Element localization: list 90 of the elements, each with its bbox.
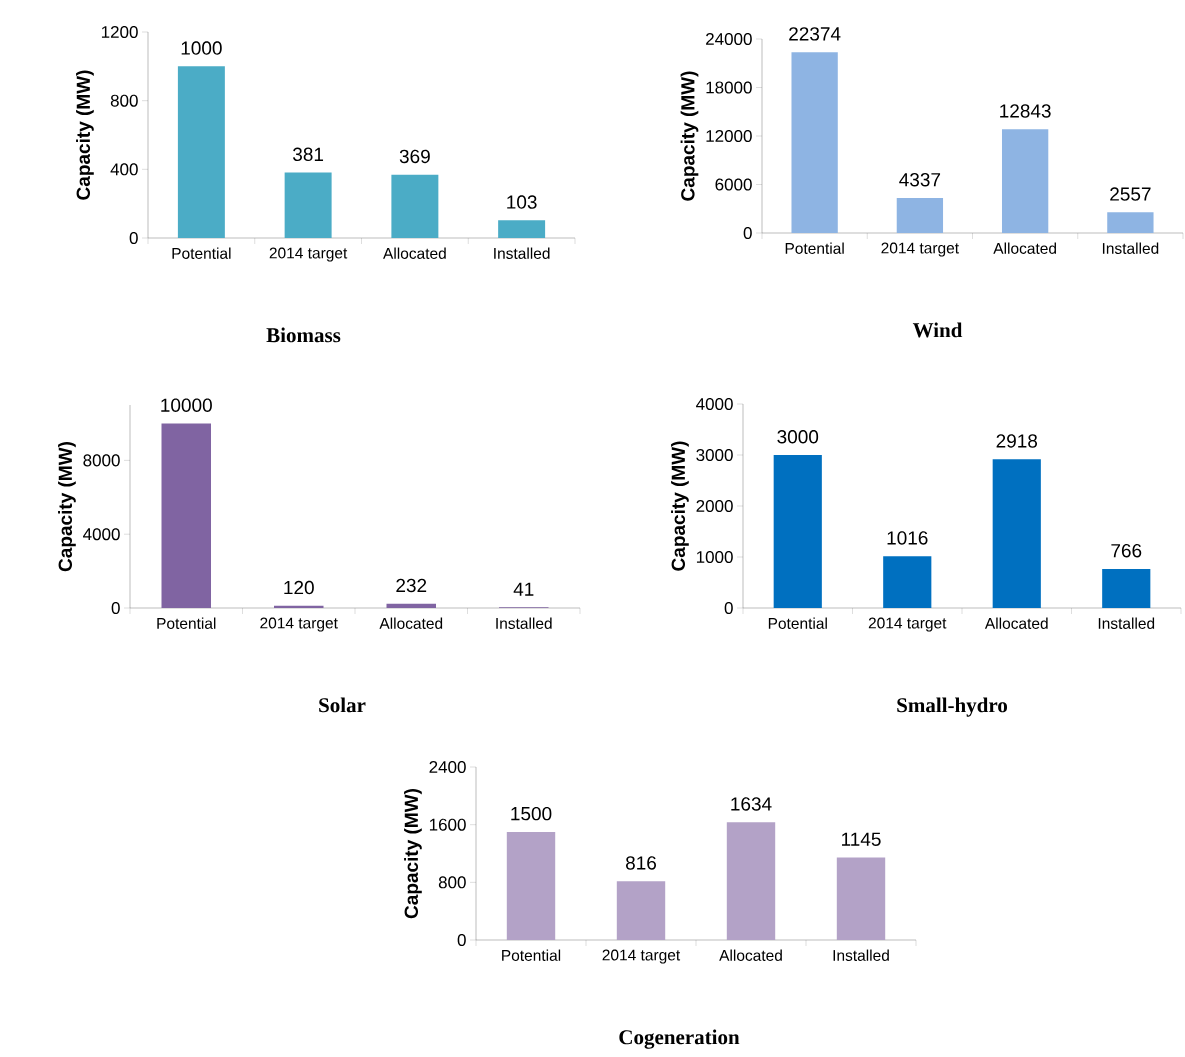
text: Biomass [266,327,341,343]
x-tick-label: Potential [157,617,216,629]
y-tick-label: 6000 [715,178,752,191]
x-tick-label: Allocated [383,247,446,259]
x-tick-label: 2014 target [602,949,681,964]
x-tick-label: Installed [1102,242,1159,254]
y-axis-title: Capacity (MW) [404,789,422,919]
bar [1107,212,1154,233]
y-tick-label: 4000 [83,528,120,541]
y-tick-label: 12000 [706,129,752,143]
bar [506,831,556,941]
data-label: 22374 [789,27,841,41]
y-tick-label: 1600 [429,818,466,831]
y-tick-label: 8000 [83,454,120,467]
data-label: 1016 [887,531,928,545]
x-tick-label: 2014 target [269,247,348,262]
bar [773,455,822,609]
bar [836,857,886,941]
x-tick-label: Allocated [993,242,1057,254]
y-tick-label: 3000 [696,448,733,462]
bar [992,459,1041,609]
x-tick-label: 2014 target [260,617,338,632]
y-tick-label: 400 [110,163,138,176]
y-tick-label: 1000 [696,550,733,564]
data-label: 2918 [996,434,1038,448]
y-tick-label: 0 [129,231,138,245]
data-label: 1500 [511,806,552,821]
y-tick-label: 2000 [696,499,733,513]
data-label: 41 [513,582,534,596]
data-label: 3000 [777,430,819,444]
x-tick-label: Potential [768,617,827,629]
bar [161,423,211,609]
x-tick-label: Allocated [984,617,1048,629]
x-tick-label: 2014 target [881,242,959,257]
data-label: 4337 [899,172,941,187]
bar [274,605,324,609]
x-tick-label: Allocated [719,949,782,961]
y-tick-label: 4000 [696,397,733,411]
y-tick-label: 800 [438,876,466,889]
x-tick-label: Installed [1098,617,1155,629]
data-label: 816 [625,856,657,870]
data-label: 766 [1111,543,1142,558]
x-tick-label: Allocated [379,617,443,629]
bar [883,556,932,609]
bar [284,172,332,238]
data-label: 1634 [731,797,772,811]
x-tick-label: Installed [833,949,889,961]
data-label: 381 [293,147,324,162]
data-label: 10000 [161,398,212,412]
x-tick-label: Potential [172,247,231,259]
y-tick-label: 24000 [706,32,752,46]
data-label: 369 [399,149,430,164]
bar [391,174,439,238]
data-label: 1145 [842,832,881,846]
y-tick-label: 0 [743,226,752,240]
bar [1001,129,1049,233]
text: Wind [912,322,963,338]
x-tick-label: Potential [502,949,561,961]
bar [791,52,838,233]
y-tick-label: 0 [724,601,733,615]
text: Cogeneration [619,1029,740,1049]
bar [386,603,437,609]
bar [498,220,546,238]
bar [177,66,225,238]
data-label: 2557 [1110,187,1151,201]
y-axis-title: Capacity (MW) [671,441,689,571]
bar [896,197,944,233]
y-axis-title: Capacity (MW) [680,71,699,201]
x-tick-label: Potential [785,242,844,254]
y-tick-label: 1200 [101,25,138,39]
y-tick-label: 0 [111,601,120,615]
x-tick-label: 2014 target [868,617,947,632]
y-axis-title: Capacity (MW) [58,442,76,572]
data-label: 120 [284,580,314,595]
y-tick-label: 0 [457,933,466,947]
data-label: 232 [396,578,427,593]
data-label: 103 [507,195,537,209]
bar [726,822,776,941]
x-tick-label: Installed [494,247,550,259]
y-tick-label: 800 [110,94,138,107]
text: Small-hydro [897,697,1008,717]
text: Solar [319,697,366,713]
bar [1102,568,1151,609]
bar [616,881,666,941]
data-label: 12843 [1000,104,1051,118]
x-tick-label: Installed [496,617,552,629]
data-label: 1000 [181,41,222,55]
y-tick-label: 18000 [706,81,752,94]
y-axis-title: Capacity (MW) [76,70,94,200]
y-tick-label: 2400 [429,760,466,774]
